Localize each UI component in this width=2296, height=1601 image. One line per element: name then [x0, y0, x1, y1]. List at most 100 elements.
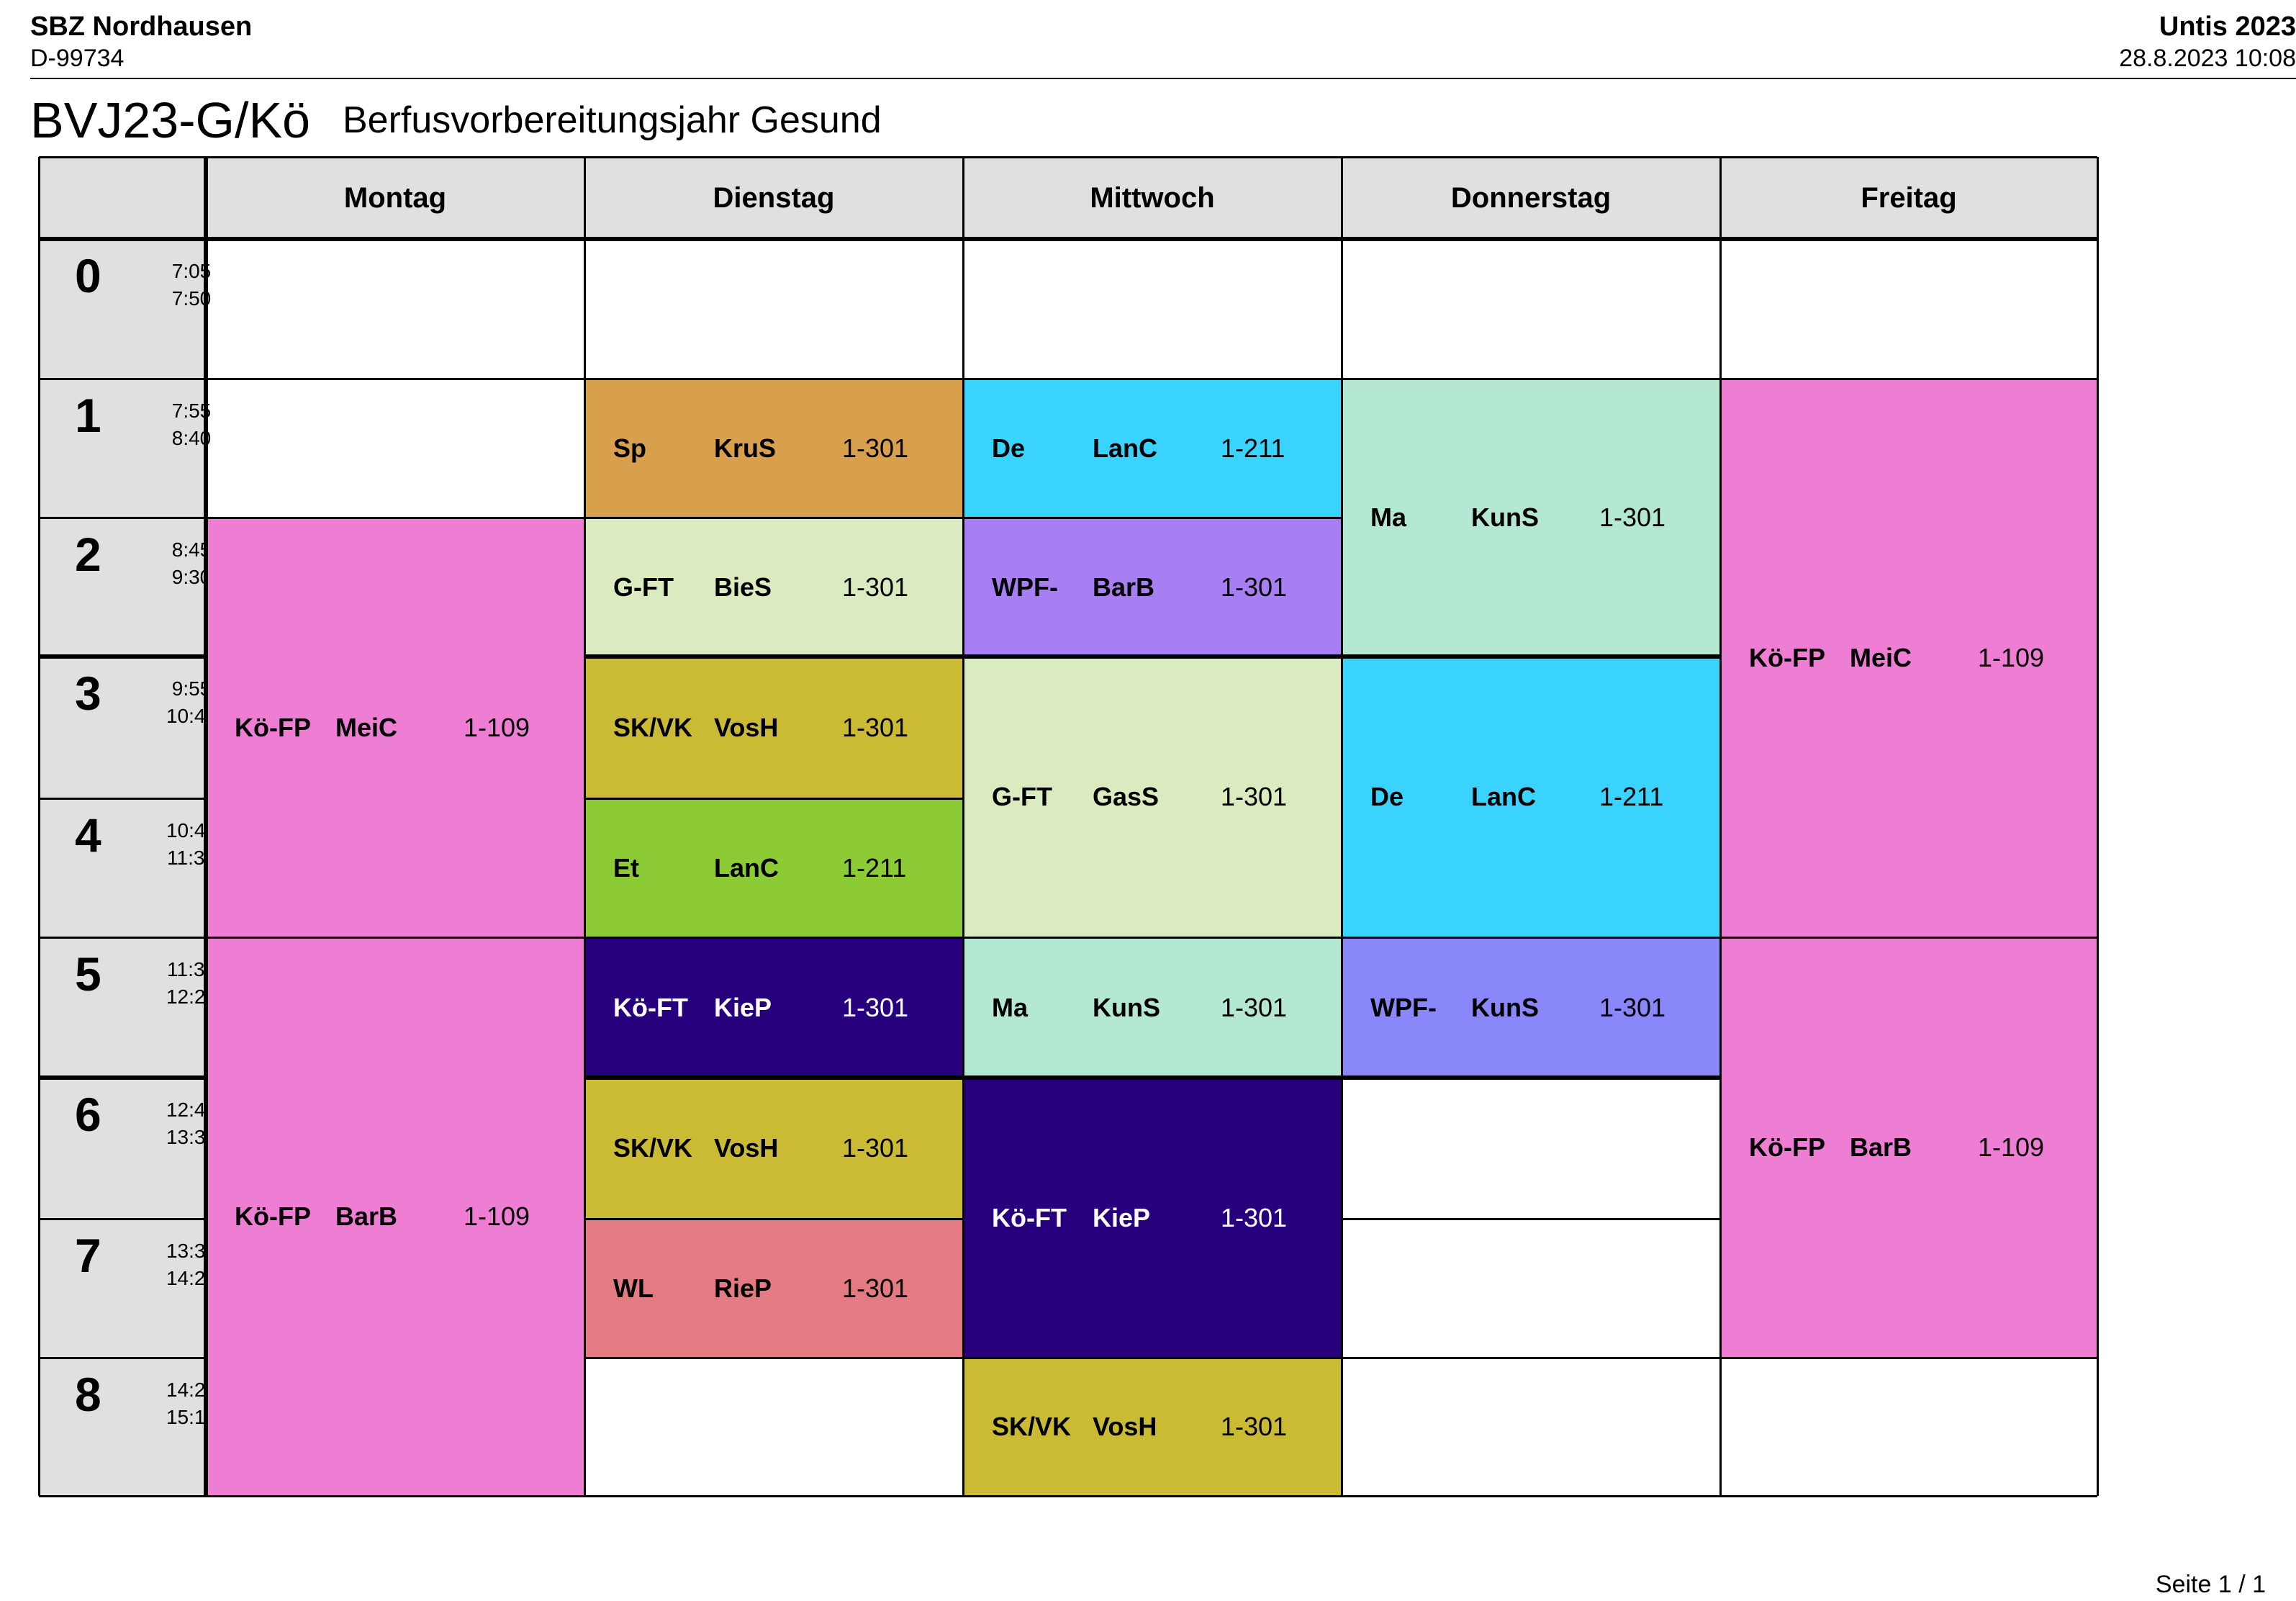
lesson-subject: Kö-FP [235, 1201, 311, 1231]
lesson-subject: Ma [1370, 502, 1407, 532]
lesson-room: 1-301 [842, 1133, 909, 1163]
lesson-teacher: KieP [1093, 1202, 1151, 1232]
lesson-cell[interactable]: De LanC 1-211 [963, 379, 1342, 518]
period-header: 7 13:35 14:20 [39, 1219, 217, 1358]
lesson-cell[interactable]: G-FT GasS 1-301 [963, 657, 1342, 937]
lesson-cell[interactable]: SK/VK VosH 1-301 [584, 657, 963, 798]
lesson-teacher: KunS [1093, 992, 1160, 1022]
grid-line-horizontal [1342, 1357, 1720, 1359]
lesson-room: 1-301 [842, 1273, 909, 1303]
lesson-cell[interactable]: Kö-FT KieP 1-301 [584, 937, 963, 1078]
lesson-subject: Kö-FP [1749, 1132, 1825, 1162]
lesson-teacher: LanC [714, 852, 779, 883]
period-number: 2 [75, 528, 101, 581]
lesson-cell[interactable]: WL RieP 1-301 [584, 1219, 963, 1358]
lesson-room: 1-211 [1221, 433, 1285, 463]
period-end: 7:50 [171, 287, 212, 310]
period-end: 8:40 [171, 427, 212, 449]
period-time: 7:55 8:40 [148, 397, 235, 452]
lesson-room: 1-301 [1221, 1412, 1288, 1441]
lesson-cell[interactable]: G-FT BieS 1-301 [584, 518, 963, 657]
grid-line-horizontal [963, 654, 1342, 659]
header-divider [30, 78, 2296, 79]
grid-line-horizontal [39, 237, 206, 241]
lesson-room: 1-301 [1221, 572, 1288, 602]
lesson-cell[interactable]: Sp KruS 1-301 [584, 379, 963, 518]
lesson-room: 1-211 [842, 852, 907, 883]
grid-line-horizontal [1720, 237, 2097, 241]
lesson-cell[interactable]: Et LanC 1-211 [584, 798, 963, 937]
lesson-cell[interactable]: Kö-FP BarB 1-109 [1720, 937, 2097, 1358]
lesson-room: 1-109 [464, 1201, 530, 1231]
period-header: 0 7:05 7:50 [39, 239, 211, 379]
grid-line-horizontal [584, 937, 963, 939]
grid-line-horizontal [1720, 937, 2097, 939]
lesson-teacher: VosH [1093, 1412, 1157, 1441]
period-number: 8 [75, 1368, 101, 1421]
grid-line-horizontal [963, 378, 1342, 380]
period-header: 5 11:35 12:20 [39, 937, 217, 1078]
lesson-room: 1-301 [1599, 502, 1666, 532]
grid-line-horizontal [206, 1495, 584, 1497]
lesson-cell[interactable]: SK/VK VosH 1-301 [584, 1078, 963, 1219]
lesson-cell[interactable]: Kö-FT KieP 1-301 [963, 1078, 1342, 1358]
period-header: 3 9:55 10:40 [39, 657, 217, 798]
lesson-cell[interactable]: Kö-FP MeiC 1-109 [206, 518, 584, 937]
lesson-room: 1-301 [1221, 782, 1288, 811]
period-number: 7 [75, 1229, 101, 1282]
grid-line-horizontal [39, 156, 2097, 158]
lesson-cell[interactable]: WPF- KunS 1-301 [1342, 937, 1720, 1078]
lesson-teacher: KieP [714, 992, 772, 1022]
lesson-room: 1-109 [1978, 1132, 2045, 1162]
day-header: Montag [206, 157, 584, 239]
lesson-subject: G-FT [992, 782, 1052, 811]
grid-line-vertical [584, 157, 586, 1496]
grid-line-horizontal [206, 237, 584, 241]
grid-line-vertical [1341, 157, 1343, 1496]
grid-line-horizontal [39, 378, 206, 380]
print-timestamp: 28.8.2023 10:08 [2119, 45, 2296, 72]
school-id: D-99734 [30, 45, 125, 72]
lesson-cell[interactable]: Kö-FP MeiC 1-109 [1720, 379, 2097, 937]
day-header: Donnerstag [1342, 157, 1720, 239]
lesson-room: 1-109 [1978, 643, 2045, 672]
period-number: 5 [75, 947, 101, 1001]
lesson-teacher: MeiC [335, 712, 398, 742]
lesson-cell[interactable]: De LanC 1-211 [1342, 657, 1720, 937]
grid-line-horizontal [206, 517, 584, 519]
grid-line-horizontal [584, 1075, 963, 1080]
lesson-teacher: KunS [1471, 992, 1539, 1022]
day-header: Freitag [1720, 157, 2097, 239]
lesson-teacher: LanC [1471, 782, 1536, 811]
lesson-room: 1-109 [464, 712, 530, 742]
page-number: Seite 1 / 1 [2155, 1571, 2266, 1598]
day-header: Mittwoch [963, 157, 1342, 239]
lesson-subject: SK/VK [613, 1133, 693, 1163]
grid-line-horizontal [584, 1357, 963, 1359]
lesson-subject: Kö-FT [613, 992, 688, 1022]
lesson-cell[interactable]: SK/VK VosH 1-301 [963, 1358, 1342, 1496]
lesson-room: 1-211 [1599, 782, 1664, 811]
period-header: 1 7:55 8:40 [39, 379, 211, 518]
lesson-cell[interactable]: WPF- BarB 1-301 [963, 518, 1342, 657]
grid-line-horizontal [584, 237, 963, 241]
grid-line-horizontal [206, 937, 584, 939]
grid-line-horizontal [1342, 1218, 1720, 1220]
grid-line-horizontal [1720, 1495, 2097, 1497]
period-start: 7:05 [171, 260, 212, 282]
class-code: BVJ23-G/Kö [30, 92, 311, 148]
lesson-cell[interactable]: Kö-FP BarB 1-109 [206, 937, 584, 1496]
software-name: Untis 2023 [2159, 12, 2296, 42]
period-number: 6 [75, 1088, 101, 1141]
period-start: 7:55 [171, 400, 212, 422]
grid-line-horizontal [1342, 1075, 1720, 1080]
lesson-cell[interactable]: Ma KunS 1-301 [963, 937, 1342, 1078]
lesson-subject: De [1370, 782, 1404, 811]
grid-line-horizontal [584, 378, 963, 380]
lesson-cell[interactable]: Ma KunS 1-301 [1342, 379, 1720, 657]
lesson-teacher: VosH [714, 712, 779, 742]
lesson-teacher: MeiC [1850, 643, 1912, 672]
lesson-subject: Ma [992, 992, 1029, 1022]
lesson-subject: WPF- [992, 572, 1058, 602]
lesson-subject: Kö-FT [992, 1202, 1067, 1232]
